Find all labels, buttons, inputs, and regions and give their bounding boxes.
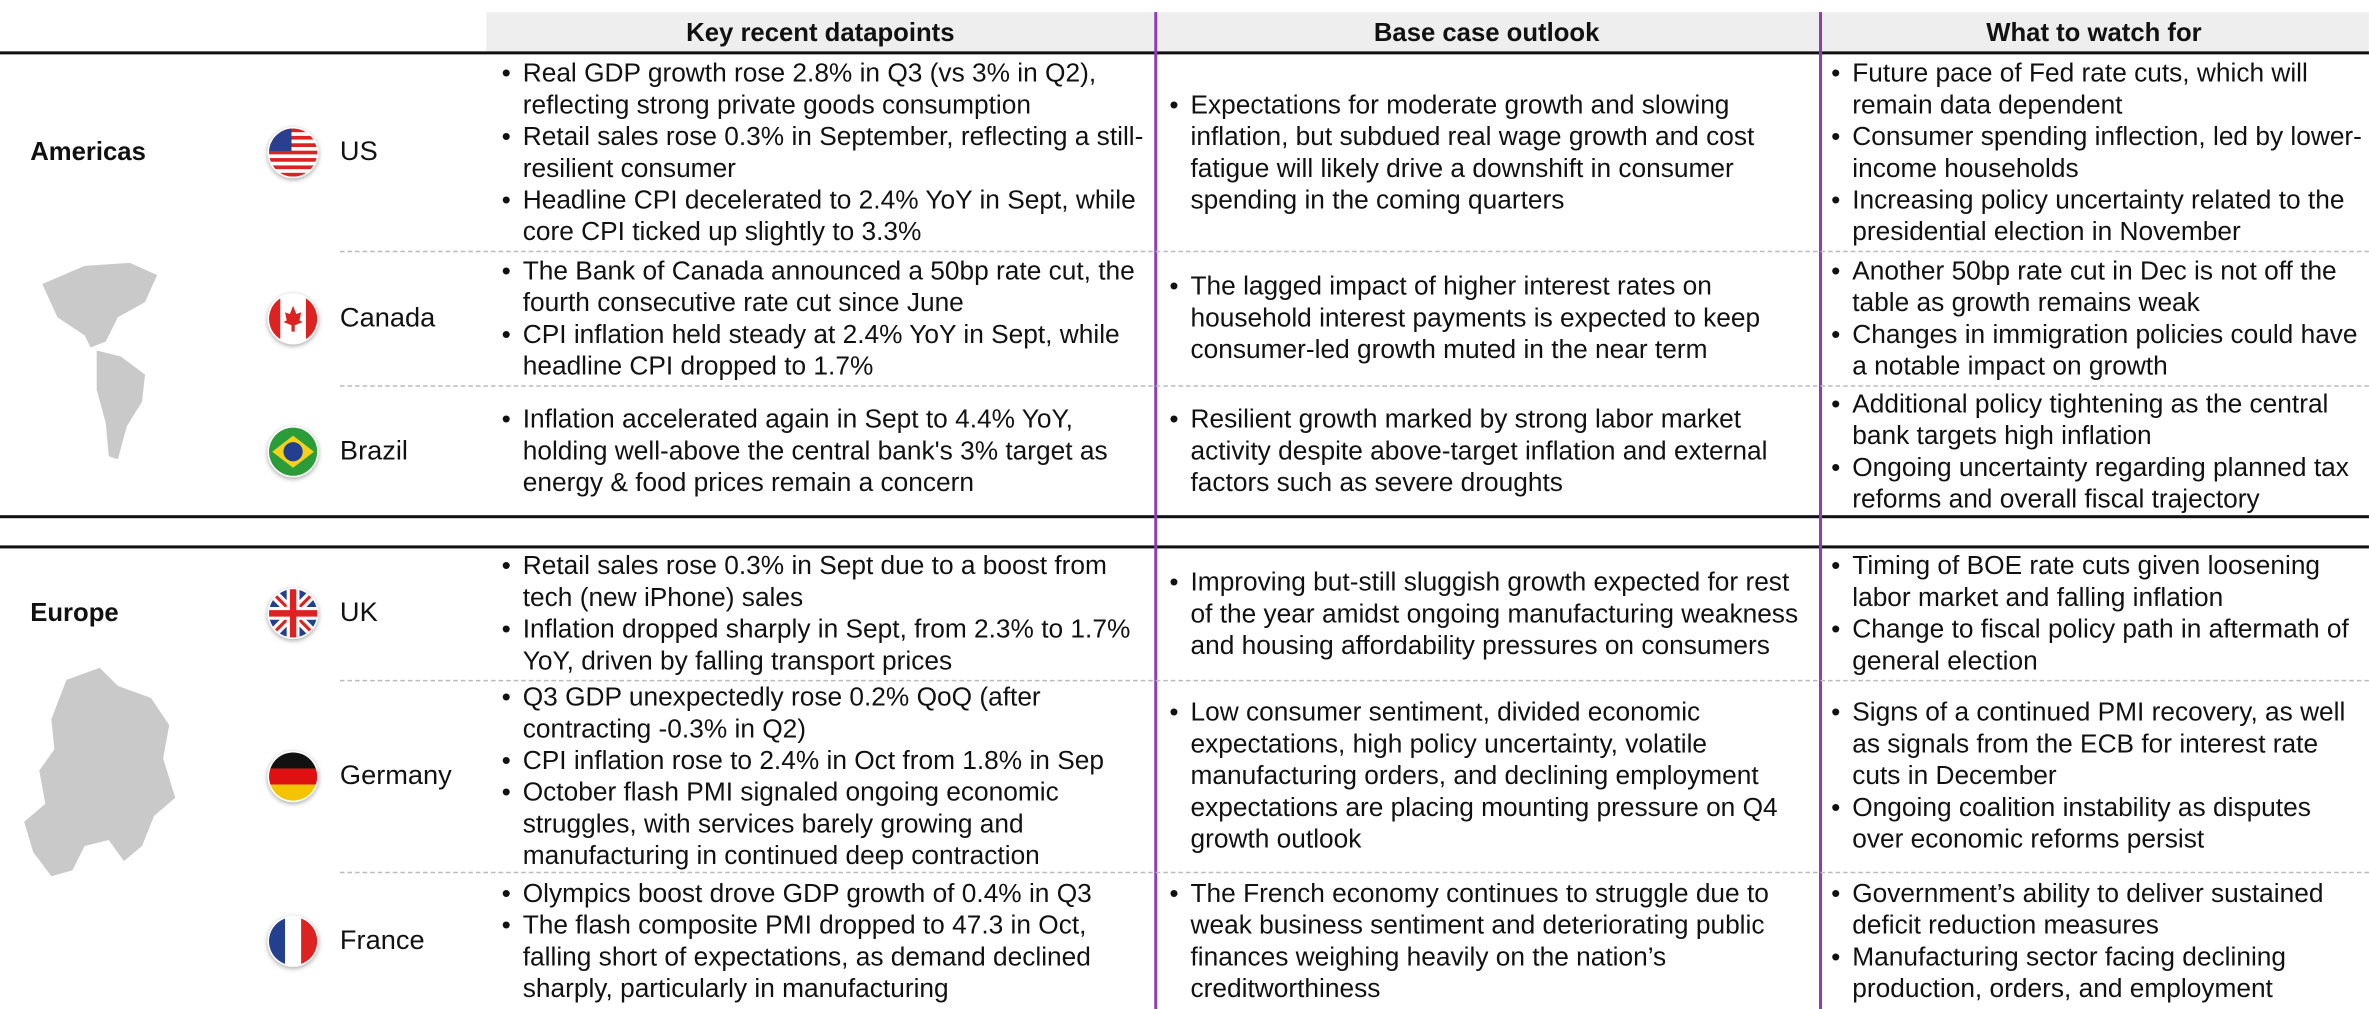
bullet: The lagged impact of higher interest rat… <box>1166 270 1813 365</box>
flag <box>267 425 318 476</box>
bullet: Increasing policy uncertainty related to… <box>1828 184 2369 247</box>
cell: Q3 GDP unexpectedly rose 0.2% QoQ (after… <box>499 681 1152 870</box>
country-name: Brazil <box>339 434 408 465</box>
cell: Resilient growth marked by strong labor … <box>1166 387 1813 515</box>
bullet: Retail sales rose 0.3% in September, ref… <box>499 120 1152 183</box>
bullet-list: Expectations for moderate growth and slo… <box>1166 88 1813 215</box>
cell: Signs of a continued PMI recovery, as we… <box>1828 681 2369 870</box>
column-header: What to watch for <box>1819 12 2369 53</box>
bullet: Ongoing coalition instability as dispute… <box>1828 792 2369 855</box>
bullet: Future pace of Fed rate cuts, which will… <box>1828 57 2369 120</box>
cell: Improving but-still sluggish growth expe… <box>1166 548 1813 678</box>
country-name: UK <box>339 596 378 627</box>
bullet: Another 50bp rate cut in Dec is not off … <box>1828 255 2369 318</box>
bullet: October flash PMI signaled ongoing econo… <box>499 776 1152 871</box>
bullet: Resilient growth marked by strong labor … <box>1166 403 1813 498</box>
cell: Government’s ability to deliver sustaine… <box>1828 873 2369 1007</box>
bullet: Expectations for moderate growth and slo… <box>1166 88 1813 215</box>
bullet: Retail sales rose 0.3% in Sept due to a … <box>499 550 1152 613</box>
bullet-list: Additional policy tightening as the cent… <box>1828 388 2369 515</box>
bullet-list: Signs of a continued PMI recovery, as we… <box>1828 696 2369 855</box>
cell: Retail sales rose 0.3% in Sept due to a … <box>499 548 1152 678</box>
country-name: France <box>339 923 425 955</box>
rule <box>0 515 2369 519</box>
bullet: Inflation accelerated again in Sept to 4… <box>499 403 1152 498</box>
americas-map <box>42 262 158 460</box>
bullet-list: Future pace of Fed rate cuts, which will… <box>1828 57 2369 247</box>
flag <box>267 292 318 343</box>
bullet: Improving but-still sluggish growth expe… <box>1166 566 1813 661</box>
bullet: Low consumer sentiment, divided economic… <box>1166 696 1813 855</box>
bullet: Manufacturing sector facing declining pr… <box>1828 940 2369 1003</box>
cell: Real GDP growth rose 2.8% in Q3 (vs 3% i… <box>499 54 1152 249</box>
bullet: The flash composite PMI dropped to 47.3 … <box>499 909 1152 1004</box>
bullet-list: Another 50bp rate cut in Dec is not off … <box>1828 255 2369 382</box>
cell: The Bank of Canada announced a 50bp rate… <box>499 252 1152 383</box>
column-divider <box>1819 12 1822 1009</box>
bullet: Olympics boost drove GDP growth of 0.4% … <box>499 877 1152 909</box>
cell: Future pace of Fed rate cuts, which will… <box>1828 54 2369 249</box>
bullet: CPI inflation rose to 2.4% in Oct from 1… <box>499 744 1152 776</box>
column-header: Key recent datapoints <box>486 12 1155 53</box>
cell: The French economy continues to struggle… <box>1166 873 1813 1007</box>
rule <box>0 545 2369 549</box>
cell: Another 50bp rate cut in Dec is not off … <box>1828 252 2369 383</box>
row-separator <box>339 385 2369 387</box>
bullet: Government’s ability to deliver sustaine… <box>1828 877 2369 940</box>
cell: Timing of BOE rate cuts given loosening … <box>1828 548 2369 678</box>
bullet-list: Improving but-still sluggish growth expe… <box>1166 566 1813 661</box>
cell: The lagged impact of higher interest rat… <box>1166 252 1813 383</box>
bullet-list: Olympics boost drove GDP growth of 0.4% … <box>499 877 1152 1004</box>
flag <box>267 915 318 966</box>
bullet-list: The French economy continues to struggle… <box>1166 877 1813 1004</box>
country-name: Germany <box>339 759 452 790</box>
europe-map <box>24 667 176 877</box>
bullet: Q3 GDP unexpectedly rose 0.2% QoQ (after… <box>499 681 1152 744</box>
bullet: Changes in immigration policies could ha… <box>1828 318 2369 381</box>
cell: Additional policy tightening as the cent… <box>1828 387 2369 515</box>
bullet: The Bank of Canada announced a 50bp rate… <box>499 255 1152 318</box>
bullet-list: Resilient growth marked by strong labor … <box>1166 403 1813 498</box>
bullet: Inflation dropped sharply in Sept, from … <box>499 613 1152 676</box>
bullet-list: Government’s ability to deliver sustaine… <box>1828 877 2369 1004</box>
row-separator <box>339 250 2369 253</box>
bullet: Headline CPI decelerated to 2.4% YoY in … <box>499 184 1152 247</box>
flag <box>267 126 318 177</box>
rule <box>0 51 2369 55</box>
row-separator <box>339 679 2369 682</box>
bullet: Consumer spending inflection, led by low… <box>1828 120 2369 183</box>
cell: Olympics boost drove GDP growth of 0.4% … <box>499 873 1152 1007</box>
flag <box>267 750 318 801</box>
bullet: Timing of BOE rate cuts given loosening … <box>1828 550 2369 613</box>
cell: Expectations for moderate growth and slo… <box>1166 54 1813 249</box>
bullet: Real GDP growth rose 2.8% in Q3 (vs 3% i… <box>499 57 1152 120</box>
cell: Inflation accelerated again in Sept to 4… <box>499 387 1152 515</box>
cell: Low consumer sentiment, divided economic… <box>1166 681 1813 870</box>
bullet-list: The Bank of Canada announced a 50bp rate… <box>499 255 1152 382</box>
country-name: US <box>339 135 378 166</box>
bullet: Ongoing uncertainty regarding planned ta… <box>1828 451 2369 514</box>
bullet-list: Low consumer sentiment, divided economic… <box>1166 696 1813 855</box>
bullet-list: Q3 GDP unexpectedly rose 0.2% QoQ (after… <box>499 681 1152 871</box>
bullet-list: Timing of BOE rate cuts given loosening … <box>1828 550 2369 677</box>
bullet: Change to fiscal policy path in aftermat… <box>1828 613 2369 676</box>
bullet: Additional policy tightening as the cent… <box>1828 388 2369 451</box>
row-separator <box>339 871 2369 874</box>
bullet-list: Inflation accelerated again in Sept to 4… <box>499 403 1152 498</box>
region-label: Europe <box>30 598 119 627</box>
country-name: Canada <box>339 301 436 332</box>
bullet-list: Retail sales rose 0.3% in Sept due to a … <box>499 550 1152 677</box>
bullet: The French economy continues to struggle… <box>1166 877 1813 1004</box>
column-divider <box>1154 12 1157 1009</box>
bullet: CPI inflation held steady at 2.4% YoY in… <box>499 318 1152 381</box>
region-label: Americas <box>30 136 146 166</box>
bullet: Signs of a continued PMI recovery, as we… <box>1828 696 2369 791</box>
column-header: Base case outlook <box>1154 12 1820 53</box>
flag <box>267 588 318 639</box>
bullet-list: The lagged impact of higher interest rat… <box>1166 270 1813 365</box>
bullet-list: Real GDP growth rose 2.8% in Q3 (vs 3% i… <box>499 57 1152 247</box>
